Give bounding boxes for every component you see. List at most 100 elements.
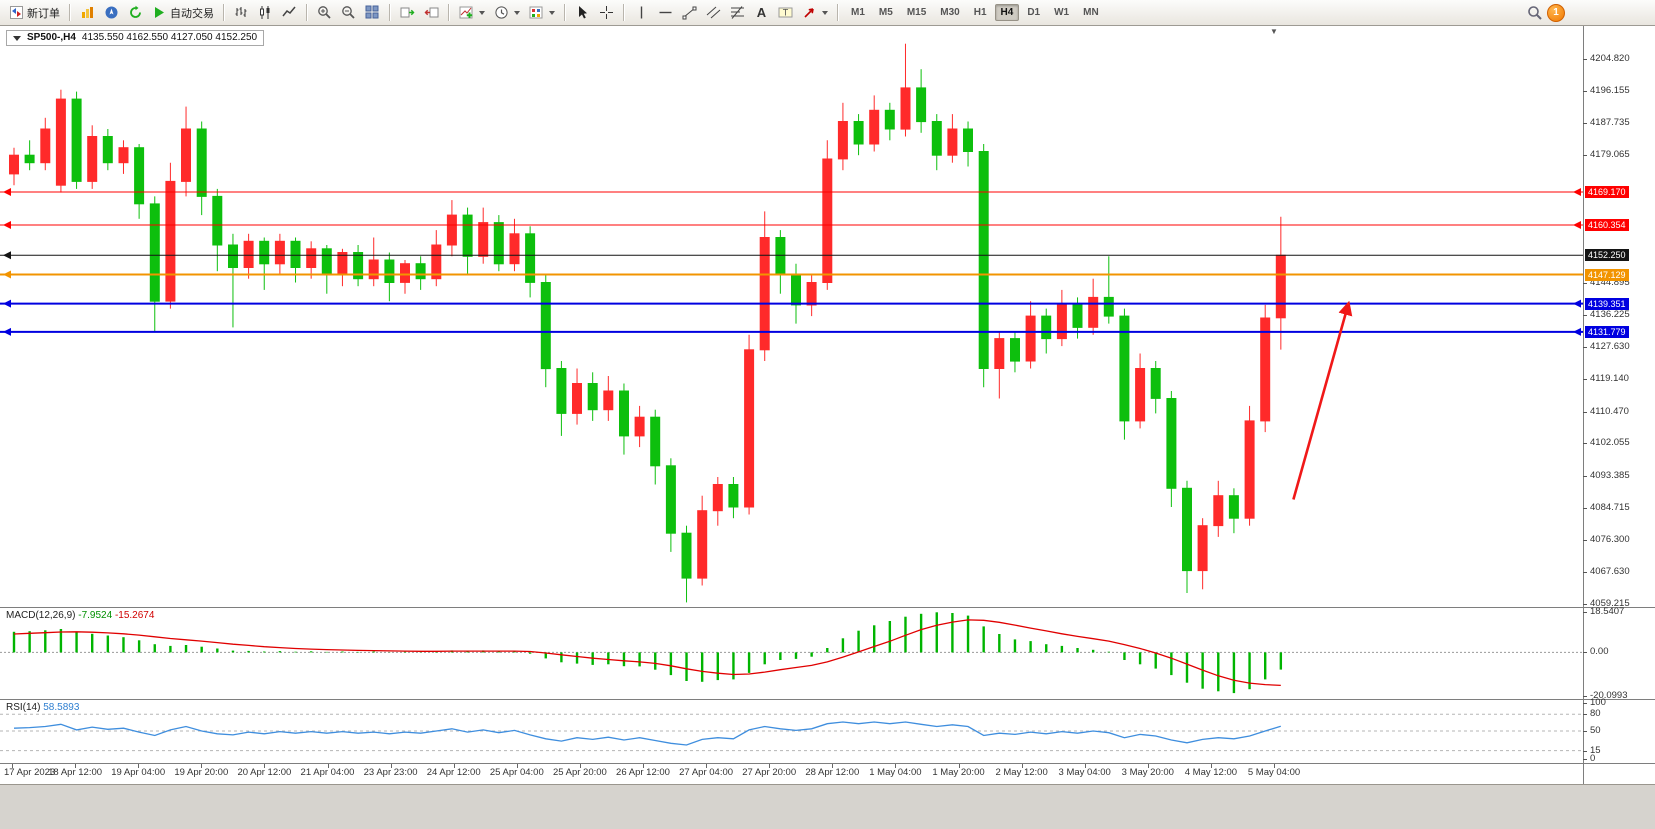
crosshair-button[interactable]	[595, 2, 618, 23]
price-tickmark	[1583, 58, 1587, 60]
time-tick-label: 5 May 04:00	[1247, 767, 1301, 778]
notification-count: 1	[1553, 7, 1559, 18]
search-button[interactable]	[1523, 2, 1546, 23]
price-tick: 4076.300	[1590, 533, 1630, 545]
time-tick-label: 3 May 20:00	[1121, 767, 1174, 778]
time-tick-label: 28 Apr 12:00	[805, 767, 860, 778]
price-tickmark	[1583, 572, 1587, 573]
price-tick: 4059.215	[1590, 597, 1630, 609]
pane-separator[interactable]	[0, 699, 1655, 700]
charts-button[interactable]	[76, 2, 99, 23]
price-tick: 4144.895	[1590, 276, 1630, 288]
toolbar-separator	[623, 4, 625, 21]
time-tick-label: 24 Apr 12:00	[426, 767, 481, 778]
price-tickmark	[1583, 508, 1587, 509]
rsi-tickmark	[1583, 703, 1587, 704]
auto-scroll-button[interactable]	[396, 2, 419, 23]
notification-badge[interactable]: 1	[1547, 3, 1565, 22]
price-tick: 4136.225	[1590, 309, 1630, 321]
time-tickmark	[1084, 764, 1086, 768]
timeframe-m1[interactable]: M1	[851, 7, 865, 18]
horizontal-line-button[interactable]	[654, 2, 677, 23]
ohlc-bars-icon	[234, 5, 249, 20]
timeframe-m5[interactable]: M5	[878, 7, 893, 18]
timeframe-h1[interactable]: H1	[973, 7, 987, 18]
refresh-button[interactable]	[124, 2, 147, 23]
timeframe-mn[interactable]: MN	[1083, 7, 1099, 18]
clock-icon	[494, 5, 509, 20]
collapse-triangle-icon[interactable]	[13, 35, 21, 41]
chart-shift-marker-icon[interactable]: ▼	[1270, 27, 1278, 36]
label-button[interactable]: T	[774, 2, 797, 23]
timeframe-d1[interactable]: D1	[1027, 7, 1041, 18]
line-chart-icon	[282, 5, 297, 20]
chevron-down-icon	[514, 10, 520, 15]
cursor-button[interactable]	[571, 2, 594, 23]
rsi-pane[interactable]	[0, 700, 1583, 764]
timeframe-m15[interactable]: M15	[906, 7, 927, 18]
chevron-down-icon	[822, 10, 828, 15]
price-tickmark	[1583, 155, 1587, 156]
new-order-button[interactable]: 新订单	[5, 2, 64, 24]
rsi-tickmark	[1583, 714, 1587, 716]
arrows-button[interactable]	[798, 2, 832, 23]
zoom-in-button[interactable]	[313, 2, 336, 23]
ohlc-bars-button[interactable]	[230, 2, 253, 23]
timeframe-w1[interactable]: W1	[1054, 7, 1070, 18]
vertical-line-button[interactable]	[630, 2, 653, 23]
svg-text:T: T	[783, 8, 789, 18]
autotrading-label: 自动交易	[170, 7, 214, 20]
fibonacci-button[interactable]	[726, 2, 749, 23]
zoom-out-button[interactable]	[337, 2, 360, 23]
price-level-label-support-1: 4139.351	[1585, 297, 1629, 310]
templates-icon	[529, 5, 544, 20]
time-tickmark	[75, 764, 77, 768]
time-axis-separator	[0, 763, 1655, 764]
rsi-axis-label: 50	[1590, 725, 1601, 736]
line-chart-button[interactable]	[278, 2, 301, 23]
price-tick: 4196.155	[1590, 85, 1630, 96]
price-tick: 4204.820	[1590, 52, 1630, 64]
templates-button[interactable]	[525, 2, 559, 23]
time-tick-label: 23 Apr 23:00	[363, 767, 418, 778]
rsi-axis-label: 80	[1590, 708, 1601, 720]
text-button[interactable]: A	[750, 2, 773, 23]
rsi-tickmark	[1583, 750, 1587, 752]
rsi-title: RSI(14) 58.5893	[6, 702, 79, 713]
toolbar-separator	[306, 4, 308, 21]
chart-shift-button[interactable]	[420, 2, 443, 23]
main-chart[interactable]	[0, 28, 1583, 608]
navigator-button[interactable]	[100, 2, 123, 23]
chart-shift-icon	[424, 5, 439, 20]
indicators-icon	[459, 5, 474, 20]
timeframe-m30[interactable]: M30	[940, 7, 960, 18]
time-tickmark	[1021, 764, 1023, 768]
time-tickmark	[138, 764, 140, 768]
pane-separator[interactable]	[0, 607, 1655, 608]
time-tick-label: 20 Apr 12:00	[237, 767, 292, 778]
candlestick-button[interactable]	[254, 2, 277, 23]
macd-pane[interactable]	[0, 608, 1583, 700]
periods-button[interactable]	[490, 2, 524, 23]
trendline-button[interactable]	[678, 2, 701, 23]
tile-windows-button[interactable]	[361, 2, 384, 23]
search-icon	[1527, 5, 1542, 20]
tile-windows-icon	[365, 5, 380, 20]
macd-signal-value: -15.2674	[114, 610, 155, 621]
macd-tickmark	[1583, 695, 1587, 697]
text-icon: A	[754, 5, 769, 20]
price-tick: 4102.055	[1590, 437, 1630, 449]
autotrading-button[interactable]: 自动交易	[148, 2, 218, 24]
indicators-button[interactable]	[455, 2, 489, 23]
time-tick-label: 1 May 20:00	[932, 767, 985, 778]
timeframe-h4[interactable]: H4	[994, 4, 1020, 21]
time-tick-label: 4 May 12:00	[1184, 767, 1238, 778]
price-tickmark	[1583, 603, 1587, 605]
bar-chart-icon	[80, 5, 95, 20]
symbol-info-bar[interactable]: SP500-,H4 4135.550 4162.550 4127.050 415…	[6, 30, 265, 46]
price-tick: 4067.630	[1590, 566, 1630, 577]
time-tickmark	[1274, 764, 1275, 768]
channel-button[interactable]	[702, 2, 725, 23]
time-tickmark	[390, 764, 392, 768]
